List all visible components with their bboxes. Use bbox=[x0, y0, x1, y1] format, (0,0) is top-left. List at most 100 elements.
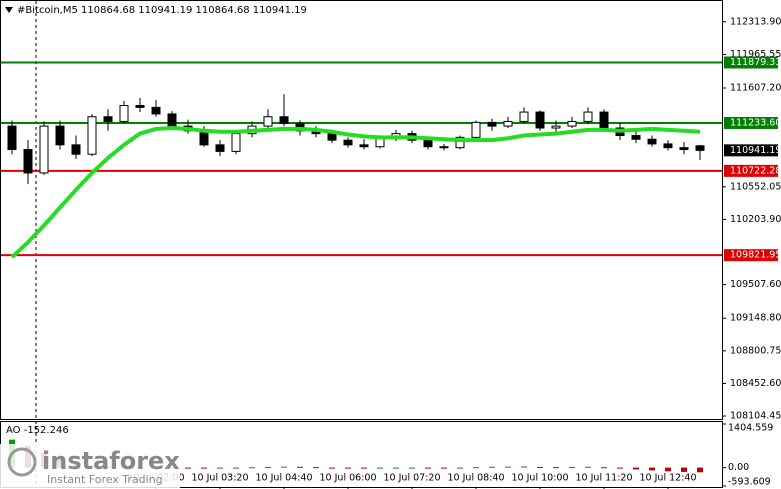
candle-body bbox=[135, 105, 145, 108]
candle-body bbox=[679, 147, 689, 151]
candle-body bbox=[215, 144, 225, 152]
candle-body bbox=[55, 125, 65, 146]
indicator-bar bbox=[617, 467, 623, 469]
y-tick-label: 108104.45 bbox=[730, 411, 781, 422]
candle-body bbox=[71, 144, 81, 155]
indicator-bar bbox=[361, 467, 367, 469]
candle-body bbox=[455, 136, 465, 149]
level-label-bg bbox=[724, 164, 778, 177]
candle-body bbox=[327, 133, 337, 141]
last-price-bg bbox=[724, 144, 778, 157]
x-tick-label: 10 Jul 11:20 bbox=[576, 473, 633, 484]
candle-body bbox=[647, 138, 657, 145]
indicator-bar bbox=[185, 467, 191, 469]
candle-body bbox=[119, 105, 129, 122]
x-tick-label: 10 Jul 10:00 bbox=[512, 473, 569, 484]
y-tick-label: 111607.20 bbox=[730, 82, 781, 93]
marks: 112313.90 111965.55 111607.20 110552.05 1102… bbox=[1, 16, 781, 489]
indicator-bar bbox=[521, 466, 527, 468]
level-label: 110722.28 bbox=[730, 165, 781, 176]
indicator-bar bbox=[217, 467, 223, 469]
y-tick-label: 109507.60 bbox=[730, 279, 781, 290]
level-label-bg bbox=[724, 56, 778, 69]
header-icon bbox=[5, 7, 13, 13]
indicator-bar bbox=[537, 466, 543, 468]
candle-body bbox=[7, 125, 17, 151]
indicator-bar bbox=[681, 467, 687, 472]
y-tick-label: 110203.90 bbox=[730, 214, 781, 225]
candle-body bbox=[519, 111, 529, 122]
indicator-bar bbox=[697, 467, 703, 473]
indicator-bar bbox=[249, 467, 255, 469]
indicator-bar bbox=[313, 467, 319, 469]
y-tick-label: 111965.55 bbox=[730, 49, 781, 60]
header: #Bitcoin,M5 110864.68 110941.19 110864.6… bbox=[17, 5, 307, 16]
candle-body bbox=[279, 116, 289, 124]
indicator-bar bbox=[553, 467, 559, 469]
candle-body bbox=[39, 125, 49, 174]
indicator-bar bbox=[585, 466, 591, 468]
candle-body bbox=[487, 121, 497, 127]
y-tick-label: 110552.05 bbox=[730, 181, 781, 192]
indicator-bar bbox=[569, 466, 575, 468]
y-tick-label: 108452.60 bbox=[730, 378, 781, 389]
candle-body bbox=[343, 139, 353, 146]
candle-body bbox=[167, 113, 177, 127]
indicator-bar bbox=[633, 467, 639, 470]
candle-body bbox=[423, 139, 433, 148]
candle-body bbox=[695, 145, 705, 151]
indicator-bar bbox=[505, 466, 511, 468]
indicator-bar bbox=[377, 467, 383, 469]
indicator-bar bbox=[425, 467, 431, 469]
level-label-bg bbox=[724, 116, 778, 129]
indicator-bar bbox=[281, 466, 287, 468]
candle-body bbox=[551, 125, 561, 129]
indicator-bar bbox=[201, 467, 207, 469]
x-tick-label: 10 Jul 08:40 bbox=[448, 473, 505, 484]
level-label-bg bbox=[724, 249, 778, 262]
y-tick-label: 112313.90 bbox=[730, 16, 781, 27]
indicator-tick-label: 0.00 bbox=[728, 462, 749, 473]
candle-body bbox=[23, 149, 33, 174]
candle-body bbox=[631, 134, 641, 140]
candle-body bbox=[231, 133, 241, 152]
indicator-bar bbox=[329, 467, 335, 469]
indicator-bar bbox=[393, 467, 399, 469]
x-tick-label: 10 Jul 04:40 bbox=[256, 473, 313, 484]
level-label: 109821.95 bbox=[730, 250, 781, 261]
candle-body bbox=[599, 111, 609, 129]
candle-body bbox=[359, 144, 369, 148]
indicator-bar bbox=[601, 467, 607, 469]
watermark-brand: instaforex bbox=[42, 447, 180, 475]
indicator-bar bbox=[457, 467, 463, 469]
indicator-bar bbox=[297, 466, 303, 468]
indicator-bar bbox=[489, 466, 495, 468]
indicator-bar bbox=[409, 467, 415, 469]
watermark-tagline: Instant Forex Trading bbox=[47, 473, 163, 486]
x-tick-label: 10 Jul 03:20 bbox=[192, 473, 249, 484]
candle-body bbox=[583, 111, 593, 122]
indicator-bar bbox=[649, 467, 655, 471]
candle-body bbox=[535, 111, 545, 129]
watermark: instaforex Instant Forex Trading bbox=[0, 444, 180, 489]
last-price-label: 110941.19 bbox=[730, 145, 781, 156]
candle-body bbox=[263, 116, 273, 127]
candle-body bbox=[663, 143, 673, 149]
x-tick-label: 10 Jul 06:00 bbox=[320, 473, 377, 484]
indicator-bar bbox=[345, 467, 351, 469]
level-label: 111233.60 bbox=[730, 117, 781, 128]
candle-body bbox=[151, 106, 161, 115]
candle-body bbox=[471, 121, 481, 138]
candle-body bbox=[503, 120, 513, 127]
y-tick-label: 108800.75 bbox=[730, 345, 781, 356]
candle-body bbox=[87, 116, 97, 155]
main-frame bbox=[0, 0, 723, 420]
candle-body bbox=[103, 116, 113, 122]
watermark-logo bbox=[7, 447, 37, 477]
indicator-bar bbox=[441, 467, 447, 469]
indicator-bar bbox=[265, 466, 271, 468]
indicator-bar bbox=[665, 467, 671, 472]
y-tick-label: 109148.80 bbox=[730, 313, 781, 324]
level-label: 111879.33 bbox=[730, 57, 781, 68]
indicator-bar bbox=[473, 467, 479, 469]
